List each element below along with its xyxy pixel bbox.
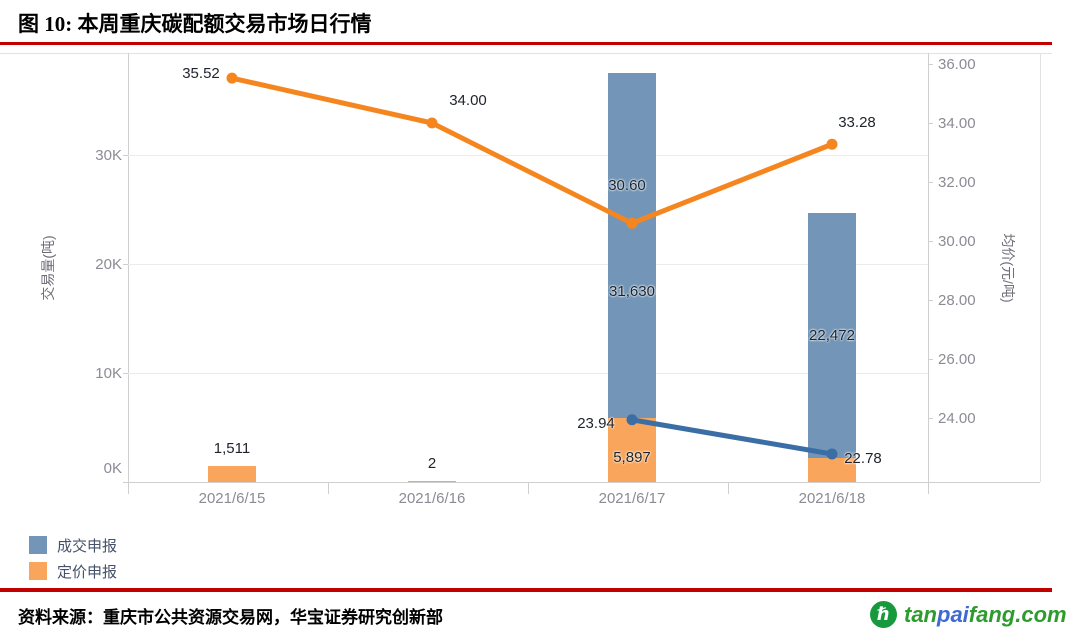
logo-part: fang bbox=[968, 601, 1016, 627]
legend-label: 成交申报 bbox=[57, 537, 118, 555]
logo-part: tan bbox=[904, 601, 937, 627]
axis-divider-line bbox=[928, 53, 929, 482]
right-axis-tick-mark bbox=[928, 241, 933, 242]
category-separator-tick bbox=[328, 482, 329, 494]
right-axis-tick-mark bbox=[928, 123, 933, 124]
left-axis-tick-mark bbox=[123, 155, 128, 156]
x-axis-label: 2021/6/16 bbox=[398, 490, 466, 507]
right-axis-tick-mark bbox=[928, 418, 933, 419]
legend-swatch-orange bbox=[29, 562, 47, 580]
line-marker[interactable] bbox=[826, 138, 838, 150]
price-line bbox=[631, 417, 833, 457]
gridline bbox=[128, 373, 928, 374]
gridline bbox=[128, 155, 928, 156]
left-axis-tick-mark bbox=[123, 482, 128, 483]
x-axis-label: 2021/6/17 bbox=[598, 490, 666, 507]
right-axis-tick: 26.00 bbox=[938, 351, 976, 368]
bar-fixed-price-segment[interactable] bbox=[808, 458, 856, 482]
legend-label: 定价申报 bbox=[57, 563, 118, 581]
chart-top-border bbox=[0, 53, 1052, 54]
legend-item-volume[interactable]: 成交申报 bbox=[29, 532, 117, 558]
right-axis-tick-mark bbox=[928, 300, 933, 301]
footer-rule bbox=[0, 588, 1052, 592]
left-axis-tick: 30K bbox=[95, 147, 122, 164]
logo-part: .com bbox=[1015, 601, 1067, 627]
right-axis-tick: 28.00 bbox=[938, 292, 976, 309]
category-separator-tick bbox=[528, 482, 529, 494]
bar-fixed-price-segment[interactable] bbox=[608, 417, 656, 482]
price-line bbox=[231, 75, 833, 226]
bar-traded-segment[interactable] bbox=[608, 72, 656, 418]
line-marker[interactable] bbox=[626, 414, 638, 426]
left-axis-tick: 10K bbox=[95, 365, 122, 382]
bar-fixed-price-segment[interactable] bbox=[208, 465, 256, 482]
line-marker[interactable] bbox=[426, 117, 438, 129]
x-axis-label: 2021/6/15 bbox=[198, 490, 266, 507]
legend-item-fixed-price[interactable]: 定价申报 bbox=[29, 558, 117, 584]
right-axis-tick: 24.00 bbox=[938, 410, 976, 427]
figure-title: 图 10: 本周重庆碳配额交易市场日行情 bbox=[18, 12, 372, 36]
line-marker[interactable] bbox=[826, 448, 838, 460]
left-axis-tick: 20K bbox=[95, 256, 122, 273]
left-axis-tick-mark bbox=[123, 264, 128, 265]
source-note: 资料来源：重庆市公共资源交易网，华宝证券研究创新部 bbox=[18, 608, 443, 627]
category-separator-tick bbox=[928, 482, 929, 494]
right-axis-tick-mark bbox=[928, 182, 933, 183]
bar-fixed-price-segment[interactable] bbox=[408, 481, 456, 482]
bar-traded-segment[interactable] bbox=[808, 213, 856, 458]
tanpaifang-logo[interactable]: ℏ tanpaifang.com bbox=[870, 601, 1067, 628]
x-axis-line bbox=[128, 482, 1040, 483]
title-rule bbox=[0, 42, 1052, 45]
category-separator-tick bbox=[728, 482, 729, 494]
legend: 成交申报 定价申报 bbox=[29, 532, 117, 584]
right-axis-tick: 30.00 bbox=[938, 233, 976, 250]
logo-part: pai bbox=[937, 601, 969, 627]
gridline bbox=[128, 264, 928, 265]
right-axis-tick: 32.00 bbox=[938, 174, 976, 191]
left-axis-tick: 0K bbox=[103, 460, 122, 477]
right-axis-tick-mark bbox=[928, 359, 933, 360]
tanpaifang-logo-icon: ℏ bbox=[870, 601, 897, 628]
left-axis-tick-mark bbox=[123, 373, 128, 374]
legend-swatch-blue bbox=[29, 536, 47, 554]
line-marker[interactable] bbox=[226, 72, 238, 84]
left-axis-line bbox=[128, 53, 129, 494]
right-axis-tick: 34.00 bbox=[938, 115, 976, 132]
chart-right-border bbox=[1040, 53, 1041, 482]
x-axis-label: 2021/6/18 bbox=[798, 490, 866, 507]
category-separator-tick bbox=[128, 482, 129, 494]
tanpaifang-logo-text: tanpaifang.com bbox=[904, 602, 1067, 628]
line-marker[interactable] bbox=[626, 217, 638, 229]
right-axis-tick-mark bbox=[928, 64, 933, 65]
right-axis-tick: 36.00 bbox=[938, 56, 976, 73]
